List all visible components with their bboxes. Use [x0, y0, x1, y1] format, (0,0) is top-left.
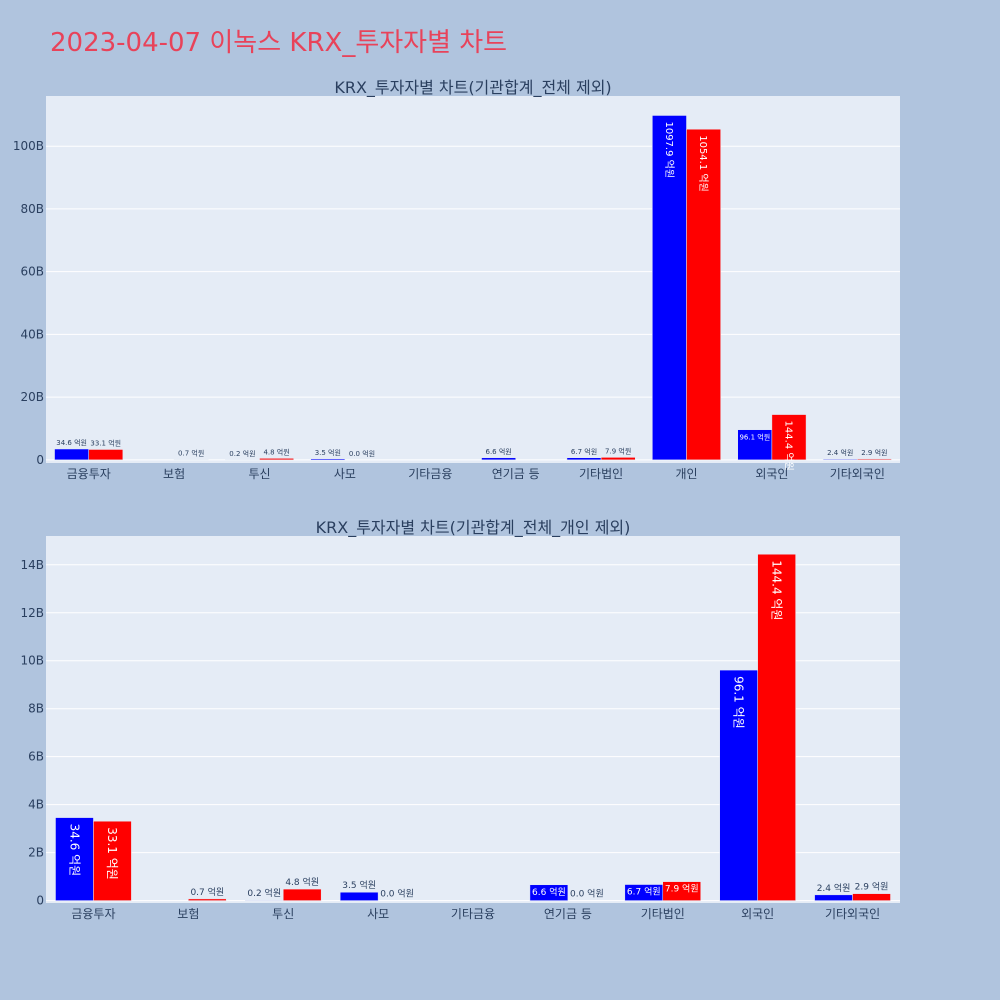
x-tick-label: 금융투자 [71, 907, 115, 921]
data-label: 6.7 억원 [627, 886, 661, 898]
y-tick-label: 4B [28, 798, 44, 812]
data-label: 0.2 억원 [229, 449, 255, 458]
bar [93, 820, 132, 901]
data-label: 96.1 억원 [731, 676, 745, 729]
y-tick-label: 0 [36, 894, 44, 908]
plot-area [46, 96, 900, 463]
y-tick-label: 60B [20, 265, 44, 279]
data-label: 6.6 억원 [532, 886, 566, 898]
bar [88, 449, 124, 461]
chart-title: KRX_투자자별 차트(기관합계_전체_개인 제외) [316, 518, 631, 538]
x-tick-label: 보험 [177, 907, 199, 921]
y-tick-label: 80B [20, 202, 44, 216]
y-tick-label: 2B [28, 846, 44, 860]
data-label: 34.6 억원 [67, 824, 81, 877]
data-label: 2.4 억원 [827, 448, 853, 457]
bar [686, 128, 721, 461]
bar [481, 457, 516, 461]
x-tick-label: 기타외국인 [830, 467, 885, 481]
y-tick-label: 12B [20, 606, 44, 620]
x-tick-label: 외국인 [741, 907, 774, 921]
bar [719, 669, 758, 901]
data-label: 2.9 억원 [855, 881, 889, 893]
data-label: 1054.1 억원 [697, 135, 709, 192]
data-label: 144.4 억원 [782, 421, 794, 471]
y-tick-label: 10B [20, 654, 44, 668]
data-label: 144.4 억원 [769, 560, 783, 620]
x-tick-label: 기타법인 [579, 467, 623, 481]
x-tick-label: 보험 [163, 467, 185, 481]
data-label: 0.0 억원 [570, 888, 604, 900]
bar [282, 888, 322, 901]
bar [259, 458, 294, 461]
bar [737, 429, 773, 461]
data-label: 0.7 억원 [178, 449, 204, 458]
data-label: 3.5 억원 [315, 448, 341, 457]
x-tick-label: 개인 [675, 467, 697, 481]
bar [757, 553, 796, 901]
bar [652, 115, 687, 461]
chart-excl-total-individual: KRX_투자자별 차트(기관합계_전체_개인 제외) 0 2B 4B 6B 8B 10B 12… [20, 518, 900, 921]
x-tick-label: 연기금 등 [544, 907, 592, 921]
data-label: 96.1 억원 [739, 433, 770, 442]
data-label: 0.0 억원 [349, 449, 375, 458]
data-label: 1097.9 억원 [663, 121, 675, 178]
y-tick-label: 100B [13, 139, 44, 153]
x-tick-label: 기타금융 [451, 907, 495, 921]
bar [566, 457, 602, 461]
data-label: 0.2 억원 [247, 887, 281, 899]
data-label: 4.8 억원 [263, 447, 289, 456]
data-label: 4.8 억원 [285, 876, 319, 888]
data-label: 2.4 억원 [817, 882, 851, 894]
data-label: 3.5 억원 [342, 879, 376, 891]
x-tick-label: 연기금 등 [492, 467, 540, 481]
data-label: 7.9 억원 [665, 883, 699, 895]
bar [814, 894, 853, 901]
data-label: 33.1 억원 [105, 827, 119, 880]
bar [55, 817, 94, 901]
bar [54, 448, 89, 461]
x-tick-label: 기타외국인 [825, 907, 880, 921]
data-label: 2.9 억원 [861, 448, 887, 457]
bar [188, 898, 227, 901]
y-tick-label: 20B [20, 390, 44, 404]
bar [662, 881, 701, 901]
x-tick-label: 투신 [248, 467, 270, 481]
data-label: 33.1 억원 [90, 438, 121, 447]
page-title: 2023-04-07 이녹스 KRX_투자자별 차트 [50, 28, 508, 58]
x-tick-label: 사모 [334, 467, 356, 481]
chart-title: KRX_투자자별 차트(기관합계_전체 제외) [334, 78, 611, 98]
chart-excl-total: KRX_투자자별 차트(기관합계_전체 제외) 0 20B 40B 60B 80B 100B… [13, 78, 900, 481]
bar [771, 414, 807, 461]
y-tick-label: 14B [20, 558, 44, 572]
data-label: 6.7 억원 [571, 447, 597, 456]
bar [852, 893, 891, 901]
x-tick-label: 외국인 [755, 467, 788, 481]
bar [310, 458, 346, 461]
y-tick-label: 0 [36, 453, 44, 467]
data-label: 0.7 억원 [190, 886, 224, 898]
data-label: 7.9 억원 [605, 446, 631, 455]
bar [822, 458, 858, 461]
bar [339, 891, 379, 901]
x-tick-label: 기타법인 [641, 907, 685, 921]
x-tick-label: 기타금융 [408, 467, 452, 481]
y-tick-label: 6B [28, 750, 44, 764]
x-tick-label: 사모 [367, 907, 389, 921]
x-tick-label: 금융투자 [67, 467, 111, 481]
y-tick-label: 40B [20, 327, 44, 341]
bar [600, 457, 636, 461]
bar [529, 884, 569, 901]
bar [857, 458, 892, 461]
x-tick-label: 투신 [272, 907, 294, 921]
data-label: 6.6 억원 [485, 447, 511, 456]
data-label: 0.0 억원 [380, 888, 414, 900]
data-label: 34.6 억원 [56, 438, 87, 447]
y-tick-label: 8B [28, 702, 44, 716]
